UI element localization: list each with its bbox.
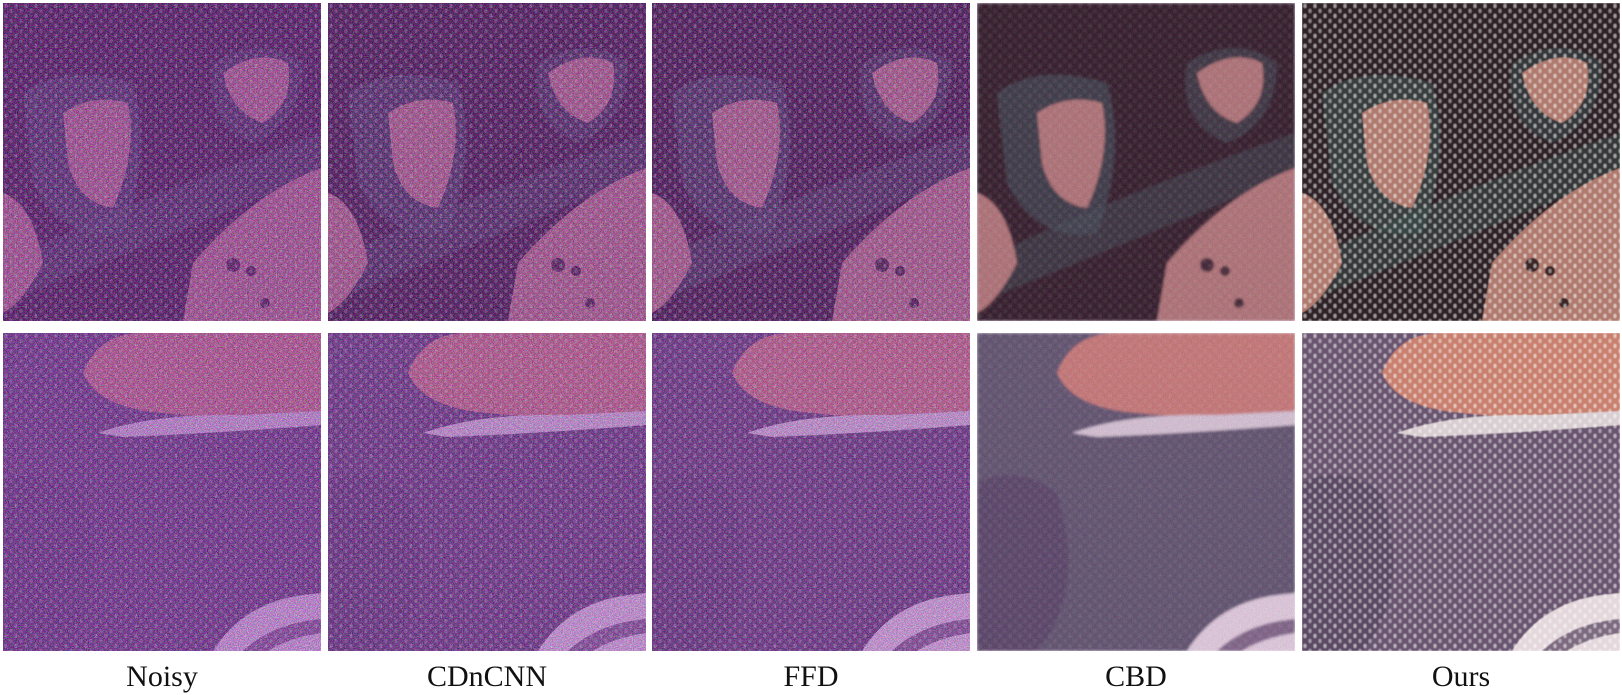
tile-row1-noisy	[3, 3, 321, 321]
tile-row1-cbd	[977, 3, 1295, 321]
column-label-noisy: Noisy	[126, 660, 198, 693]
column-label-cdncnn: CDnCNN	[426, 660, 547, 693]
column-label-ours: Ours	[1431, 660, 1491, 693]
tile-row2-ours	[1302, 333, 1620, 651]
tile-row2-cdncnn	[328, 333, 646, 651]
tile-row2-noisy	[3, 333, 321, 651]
tile-row1-ffd	[652, 3, 970, 321]
tile-row2-ffd	[652, 333, 970, 651]
tile-row1-ours	[1302, 3, 1620, 321]
column-label-ffd: FFD	[783, 660, 839, 693]
tile-row2-cbd	[977, 333, 1295, 651]
tile-row1-cdncnn	[328, 3, 646, 321]
column-label-cbd: CBD	[1105, 660, 1167, 693]
